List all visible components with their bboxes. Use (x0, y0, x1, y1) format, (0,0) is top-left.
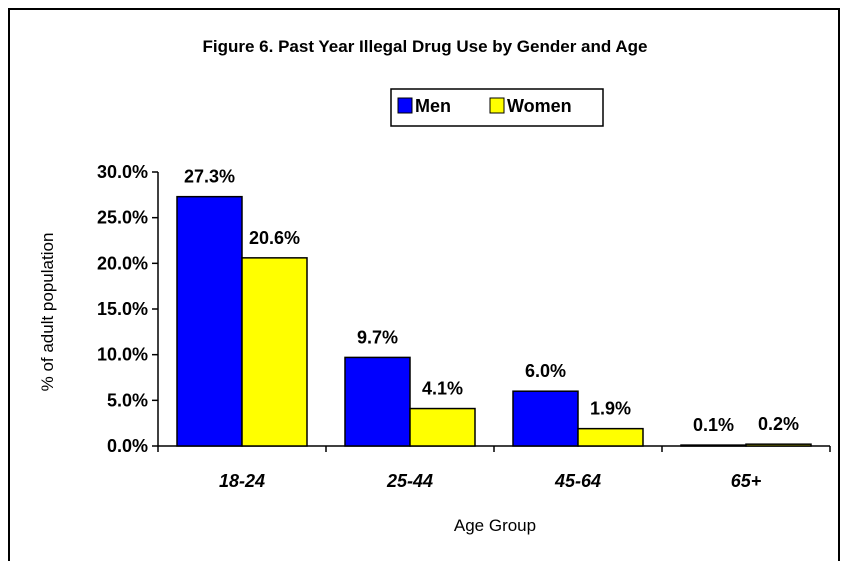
bar-men-18-24 (176, 195, 243, 447)
legend-swatch-women (489, 97, 505, 114)
data-label: 9.7% (357, 327, 398, 347)
bar-women-25-44 (409, 407, 476, 447)
y-tick-label: 30.0% (97, 162, 148, 182)
data-label: 4.1% (422, 379, 463, 399)
y-tick-label: 25.0% (97, 208, 148, 228)
y-tick-label: 5.0% (107, 390, 148, 410)
bar-women-45-64 (577, 427, 644, 447)
y-tick-label: 10.0% (97, 345, 148, 365)
y-axis-title: % of adult population (38, 233, 57, 392)
x-tick-label: 65+ (731, 471, 762, 491)
x-tick-label: 25-44 (386, 471, 433, 491)
y-tick-label: 15.0% (97, 299, 148, 319)
bar-men-65+ (680, 444, 747, 447)
bar-men-25-44 (344, 356, 411, 447)
x-tick-label: 45-64 (554, 471, 601, 491)
legend-label-women: Women (507, 96, 572, 116)
bar-men-45-64 (512, 390, 579, 447)
legend-label-men: Men (415, 96, 451, 116)
chart-frame (8, 8, 840, 561)
chart-title: Figure 6. Past Year Illegal Drug Use by … (203, 37, 648, 56)
data-label: 6.0% (525, 361, 566, 381)
legend: Men Women (390, 88, 604, 127)
y-tick-label: 0.0% (107, 436, 148, 456)
x-tick-label: 18-24 (219, 471, 265, 491)
plot-area: 0.0% 5.0% 10.0% 15.0% 20.0% 25.0% 30.0% 18-24 27… (97, 162, 831, 491)
data-label: 1.9% (590, 399, 631, 419)
data-label: 0.2% (758, 414, 799, 434)
data-label: 0.1% (693, 415, 734, 435)
bar-women-65+ (745, 443, 812, 447)
data-label: 27.3% (184, 167, 235, 187)
x-axis-title: Age Group (454, 516, 536, 535)
legend-swatch-men (397, 97, 413, 114)
y-tick-label: 20.0% (97, 253, 148, 273)
data-label: 20.6% (249, 228, 300, 248)
bar-women-18-24 (241, 257, 308, 447)
